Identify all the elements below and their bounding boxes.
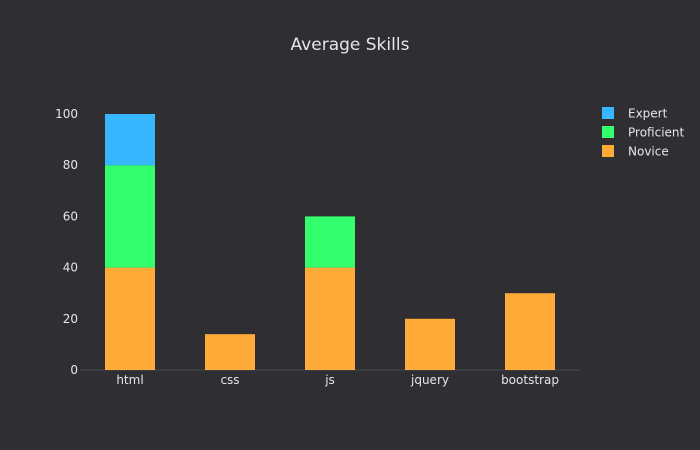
legend-label-proficient: Proficient <box>628 126 685 140</box>
y-tick-label: 0 <box>70 363 78 377</box>
plot-area: 0 20 40 60 80 100 html css js jquery bootstrap <box>55 107 580 387</box>
bar-novice-jquery <box>405 318 455 370</box>
legend-label-novice: Novice <box>628 145 669 159</box>
x-tick-label: html <box>116 373 143 387</box>
y-tick-label: 40 <box>63 261 78 275</box>
legend-label-expert: Expert <box>628 107 668 121</box>
y-tick-label: 100 <box>55 107 78 121</box>
legend: Expert Proficient Novice <box>602 107 685 159</box>
bar-expert-html <box>105 114 155 166</box>
x-tick-label: jquery <box>410 373 449 387</box>
x-tick-label: css <box>220 373 239 387</box>
x-tick-label: bootstrap <box>501 373 559 387</box>
x-tick-label: js <box>324 373 335 387</box>
legend-swatch-expert <box>602 107 614 119</box>
chart-title: Average Skills <box>291 35 410 55</box>
bar-proficient-js <box>305 216 355 268</box>
y-tick-label: 20 <box>63 312 78 326</box>
y-tick-label: 80 <box>63 158 78 172</box>
y-tick-label: 60 <box>63 209 78 223</box>
bar-novice-css <box>205 334 255 370</box>
legend-swatch-proficient <box>602 126 614 138</box>
legend-swatch-novice <box>602 145 614 157</box>
bar-proficient-html <box>105 165 155 268</box>
bar-novice-html <box>105 267 155 370</box>
bar-novice-js <box>305 267 355 370</box>
bar-novice-bootstrap <box>505 293 555 370</box>
